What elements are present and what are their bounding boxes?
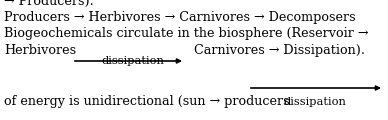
Text: Biogeochemicals circulate in the biosphere (Reservoir →: Biogeochemicals circulate in the biosphe… bbox=[4, 27, 369, 40]
Text: dissipation: dissipation bbox=[102, 56, 165, 66]
Text: Carnivores → Dissipation).: Carnivores → Dissipation). bbox=[194, 44, 365, 57]
Text: → Producers).: → Producers). bbox=[4, 0, 94, 8]
Text: dissipation: dissipation bbox=[283, 97, 346, 107]
Text: of energy is unidirectional (sun → producers: of energy is unidirectional (sun → produ… bbox=[4, 95, 289, 108]
Text: Herbivores: Herbivores bbox=[4, 44, 76, 57]
Text: Producers → Herbivores → Carnivores → Decomposers: Producers → Herbivores → Carnivores → De… bbox=[4, 11, 356, 24]
